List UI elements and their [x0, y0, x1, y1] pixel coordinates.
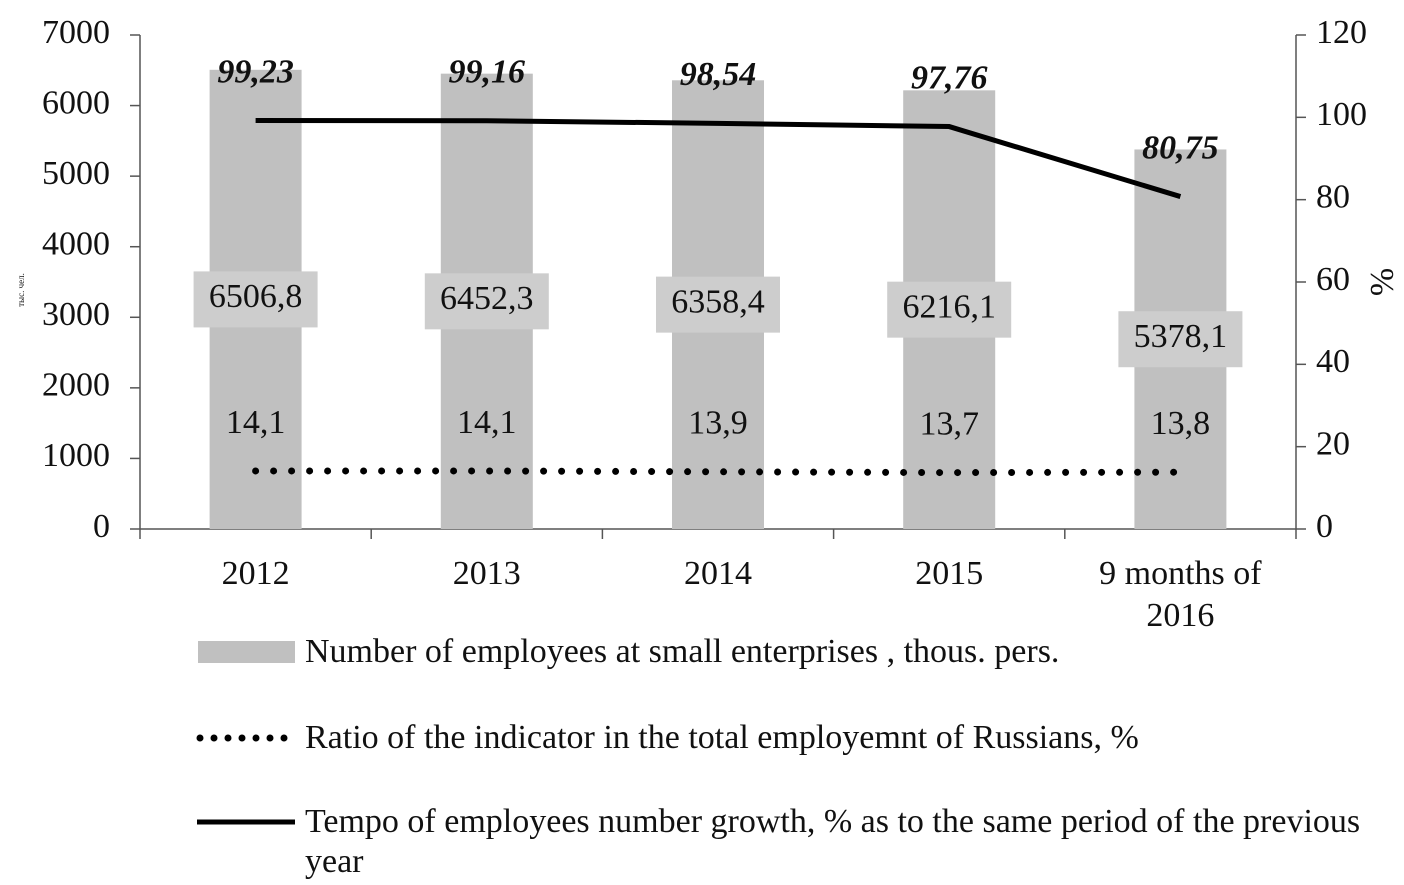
value-label: 80,75 — [1142, 129, 1219, 166]
y-tick-label: 4000 — [42, 226, 110, 263]
x-tick-label: 2015 — [915, 555, 984, 592]
y-tick-label: 6000 — [42, 84, 110, 121]
y2-tick-label: 100 — [1316, 96, 1367, 133]
y-tick-label: 2000 — [42, 367, 110, 404]
dotted-line — [252, 467, 1184, 477]
y-tick-label: 0 — [93, 508, 110, 545]
y-axis-label: тыс. чел. — [16, 273, 26, 307]
value-label: 5378,1 — [1134, 318, 1228, 355]
line — [255, 118, 1182, 199]
y2-axis-label: % — [1364, 268, 1401, 296]
y2-tick-label: 120 — [1316, 14, 1367, 51]
value-label: 13,8 — [1151, 405, 1211, 442]
value-label-box — [1118, 311, 1243, 368]
value-label-box — [887, 281, 1012, 338]
y-tick-label: 7000 — [42, 14, 110, 51]
value-label: 6216,1 — [902, 288, 996, 325]
value-label: 6358,4 — [671, 283, 765, 320]
value-label: 98,54 — [680, 56, 757, 93]
value-label: 99,23 — [217, 53, 294, 90]
x-tick-label: 9 months of 2016 — [1099, 555, 1262, 634]
value-label: 97,76 — [911, 59, 988, 96]
x-tick-label: 2012 — [221, 555, 290, 592]
y2-tick-label: 20 — [1316, 425, 1350, 462]
value-label-box — [193, 271, 318, 328]
legend-label: Ratio of the indicator in the total empl… — [305, 719, 1139, 756]
value-label: 13,9 — [688, 405, 748, 442]
value-label: 99,16 — [449, 54, 526, 91]
y-tick-label: 3000 — [42, 296, 110, 333]
value-label: 14,1 — [457, 404, 517, 441]
value-label: 14,1 — [226, 404, 286, 441]
y2-tick-label: 80 — [1316, 178, 1350, 215]
y-tick-label: 1000 — [42, 437, 110, 474]
value-label-box — [656, 276, 780, 333]
y-tick-label: 5000 — [42, 155, 110, 192]
x-tick-label: 2014 — [684, 555, 752, 592]
legend-label: Tempo of employees number growth, % as t… — [305, 803, 1361, 880]
value-label: 13,7 — [919, 405, 979, 442]
value-label-box — [424, 273, 549, 330]
value-label: 6506,8 — [209, 278, 303, 315]
value-label: 6452,3 — [440, 280, 534, 317]
y2-tick-label: 40 — [1316, 343, 1350, 380]
x-tick-label: 2013 — [452, 555, 521, 592]
y2-tick-label: 0 — [1316, 508, 1333, 545]
legend-label: Number of employees at small enterprises… — [305, 633, 1060, 670]
y2-tick-label: 60 — [1316, 261, 1350, 298]
legend-swatch — [198, 641, 295, 663]
